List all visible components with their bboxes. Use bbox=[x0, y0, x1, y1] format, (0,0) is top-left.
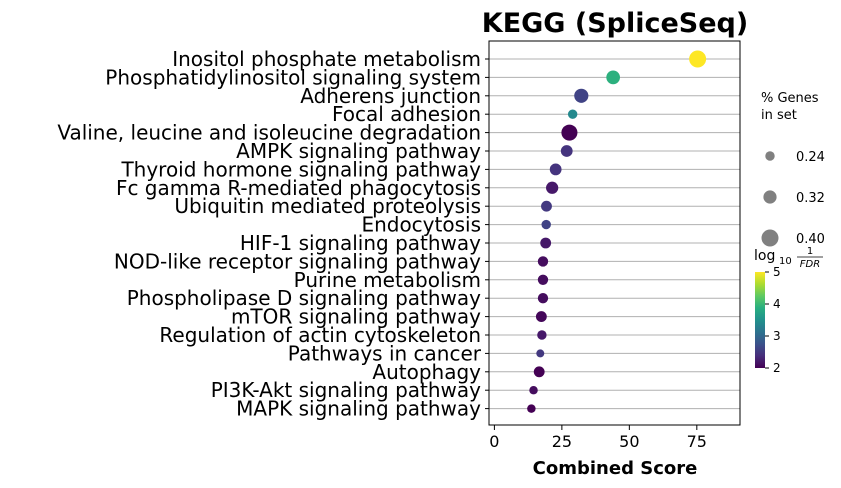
size-legend-marker bbox=[761, 229, 779, 247]
y-tick-label: Purine metabolism bbox=[294, 268, 481, 292]
data-point bbox=[529, 385, 538, 395]
y-tick-label: Thyroid hormone signaling pathway bbox=[120, 157, 481, 181]
y-tick-label: MAPK signaling pathway bbox=[236, 397, 481, 421]
colorbar-tick-label: 4 bbox=[773, 297, 781, 311]
data-point bbox=[537, 274, 549, 285]
colorbar-label-log: log bbox=[754, 248, 775, 264]
size-legend-marker bbox=[765, 151, 775, 161]
y-tick-label: Regulation of actin cytoskeleton bbox=[159, 323, 481, 347]
y-tick-label: Pathways in cancer bbox=[288, 341, 482, 365]
size-legend-label: 0.32 bbox=[796, 191, 825, 206]
y-tick-label: Focal adhesion bbox=[332, 102, 481, 126]
size-legend-label: 0.40 bbox=[796, 232, 825, 247]
x-tick-label: 25 bbox=[552, 432, 572, 451]
y-tick-label: mTOR signaling pathway bbox=[231, 305, 481, 329]
x-axis-label: Combined Score bbox=[533, 458, 698, 479]
data-point bbox=[527, 404, 536, 413]
data-point bbox=[540, 237, 552, 249]
data-point bbox=[606, 70, 620, 85]
x-axis-ticks: 0 25 50 75 bbox=[489, 425, 707, 451]
y-tick-label: AMPK signaling pathway bbox=[236, 139, 481, 163]
data-point bbox=[561, 124, 578, 141]
data-point bbox=[560, 145, 573, 157]
colorbar-tick-label: 2 bbox=[773, 361, 781, 375]
colorbar-label-sub: 10 bbox=[779, 256, 792, 267]
y-tick-label: PI3K-Akt signaling pathway bbox=[211, 378, 481, 402]
colorbar: log 10 1 FDR 2 3 4 5 bbox=[754, 246, 823, 375]
size-legend-title-line1: % Genes bbox=[761, 91, 819, 106]
size-legend: % Genes in set 0.24 0.32 0.40 bbox=[761, 91, 825, 247]
data-points bbox=[527, 50, 707, 413]
data-point bbox=[541, 219, 551, 230]
data-point bbox=[535, 311, 547, 323]
y-tick-label: Phosphatidylinositol signaling system bbox=[105, 65, 481, 89]
size-legend-label: 0.24 bbox=[796, 150, 825, 165]
y-tick-label: Endocytosis bbox=[361, 213, 481, 237]
data-point bbox=[541, 200, 552, 212]
colorbar-label-num: 1 bbox=[807, 246, 813, 257]
size-legend-title-line2: in set bbox=[761, 108, 797, 123]
colorbar-gradient bbox=[755, 272, 765, 368]
y-tick-label: NOD-like receptor signaling pathway bbox=[114, 249, 481, 273]
colorbar-ticks: 2 3 4 5 bbox=[765, 265, 781, 375]
y-tick-label: Valine, leucine and isoleucine degradati… bbox=[57, 121, 481, 145]
data-point bbox=[574, 88, 589, 103]
colorbar-tick-label: 5 bbox=[773, 265, 781, 279]
y-tick-label: Ubiquitin mediated proteolysis bbox=[174, 194, 481, 218]
data-point bbox=[546, 181, 559, 194]
data-point bbox=[549, 163, 562, 176]
colorbar-label-den: FDR bbox=[800, 259, 820, 270]
data-point bbox=[537, 330, 547, 340]
grid-lines bbox=[489, 58, 740, 410]
y-tick-label: HIF-1 signaling pathway bbox=[240, 231, 481, 255]
size-legend-items: 0.24 0.32 0.40 bbox=[761, 150, 825, 247]
data-point bbox=[533, 366, 545, 378]
data-point bbox=[567, 109, 578, 119]
x-tick-label: 75 bbox=[687, 432, 707, 451]
data-point bbox=[537, 256, 549, 267]
plot-frame bbox=[488, 40, 741, 426]
data-point bbox=[537, 293, 549, 304]
size-legend-marker bbox=[763, 190, 777, 204]
y-axis-labels: Inositol phosphate metabolismPhosphatidy… bbox=[57, 47, 489, 421]
x-tick-label: 0 bbox=[489, 432, 499, 451]
y-tick-label: Adherens junction bbox=[300, 84, 481, 108]
x-tick-label: 50 bbox=[619, 432, 639, 451]
y-tick-label: Fc gamma R-mediated phagocytosis bbox=[116, 176, 481, 200]
y-tick-label: Phospholipase D signaling pathway bbox=[127, 286, 481, 310]
chart-title: KEGG (SpliceSeq) bbox=[482, 8, 748, 39]
data-point bbox=[536, 349, 545, 358]
data-point bbox=[689, 50, 707, 68]
y-tick-label: Inositol phosphate metabolism bbox=[172, 47, 481, 71]
colorbar-tick-label: 3 bbox=[773, 329, 781, 343]
y-tick-label: Autophagy bbox=[372, 360, 481, 384]
